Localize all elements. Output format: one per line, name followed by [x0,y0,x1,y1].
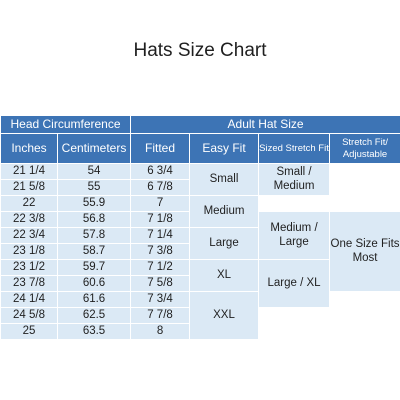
cm-cell: 57.8 [56,227,132,244]
column-header-row: Inches Centimeters Fitted Easy Fit Sized… [0,133,400,164]
empty-cell [329,291,400,340]
empty-cell [258,195,331,212]
inches-cell: 21 1/4 [0,163,58,180]
fitted-cell: 7 3/8 [130,243,191,260]
table-row: 23 1/2 59.7 7 1/2 XL Large / XL [0,259,400,308]
table-row: 22 55.9 7 Medium [0,195,400,228]
fitted-cell: 7 1/2 [130,259,191,276]
fitted-cell: 6 7/8 [130,179,191,196]
inches-cell: 22 [0,195,58,212]
table-row: 25 63.5 8 [0,323,400,340]
empty-cell [258,307,331,340]
sized-stretch-cell: Small / Medium [258,163,331,196]
easy-fit-cell: XXL [189,291,260,340]
sized-stretch-cell: Large / XL [258,259,331,308]
inches-cell: 22 3/4 [0,227,58,244]
cm-cell: 54 [56,163,132,180]
table-row: 24 1/4 61.6 7 3/4 XXL [0,291,400,340]
cm-cell: 63.5 [56,323,132,340]
fitted-cell: 7 1/4 [130,227,191,244]
table-row: 21 5/8 55 6 7/8 [0,179,400,196]
fitted-header: Fitted [130,133,191,164]
easy-fit-cell: Large [189,227,260,260]
inches-cell: 23 1/8 [0,243,58,260]
stretch-fit-adjustable-header: Stretch Fit/ Adjustable [329,133,400,164]
empty-cell [329,195,400,212]
table-row: 22 3/8 56.8 7 1/8 Medium / Large One Siz… [0,211,400,292]
inches-cell: 23 7/8 [0,275,58,292]
table-row: 21 1/4 54 6 3/4 Small Small / Medium [0,163,400,196]
cm-cell: 55.9 [56,195,132,212]
cm-cell: 62.5 [56,307,132,324]
fitted-cell: 8 [130,323,191,340]
cm-cell: 56.8 [56,211,132,228]
table-row: 23 1/8 58.7 7 3/8 [0,243,400,260]
fitted-cell: 7 1/8 [130,211,191,228]
sized-stretch-fit-header: Sized Stretch Fit [258,133,331,164]
inches-header: Inches [0,133,58,164]
one-size-cell: One Size Fits Most [329,211,400,292]
centimeters-header: Centimeters [56,133,132,164]
inches-cell: 24 5/8 [0,307,58,324]
easy-fit-header: Easy Fit [189,133,260,164]
easy-fit-cell: XL [189,259,260,292]
cm-cell: 59.7 [56,259,132,276]
inches-cell: 23 1/2 [0,259,58,276]
inches-cell: 24 1/4 [0,291,58,308]
fitted-cell: 7 5/8 [130,275,191,292]
cm-cell: 58.7 [56,243,132,260]
fitted-cell: 7 [130,195,191,212]
cm-cell: 60.6 [56,275,132,292]
easy-fit-cell: Small [189,163,260,196]
fitted-cell: 7 7/8 [130,307,191,324]
head-circumference-header: Head Circumference [0,115,132,134]
easy-fit-cell: Medium [189,195,260,228]
group-header-row: Head Circumference Adult Hat Size [0,115,400,134]
cm-cell: 61.6 [56,291,132,308]
sized-stretch-cell: Medium / Large [258,211,331,260]
fitted-cell: 6 3/4 [130,163,191,180]
inches-cell: 21 5/8 [0,179,58,196]
empty-cell [329,163,400,196]
cm-cell: 55 [56,179,132,196]
size-chart-table: Head Circumference Adult Hat Size Inches… [0,115,400,340]
inches-cell: 25 [0,323,58,340]
table-row: 23 7/8 60.6 7 5/8 [0,275,400,292]
fitted-cell: 7 3/4 [130,291,191,308]
inches-cell: 22 3/8 [0,211,58,228]
page-title: Hats Size Chart [133,40,267,61]
adult-hat-size-header: Adult Hat Size [130,115,400,134]
